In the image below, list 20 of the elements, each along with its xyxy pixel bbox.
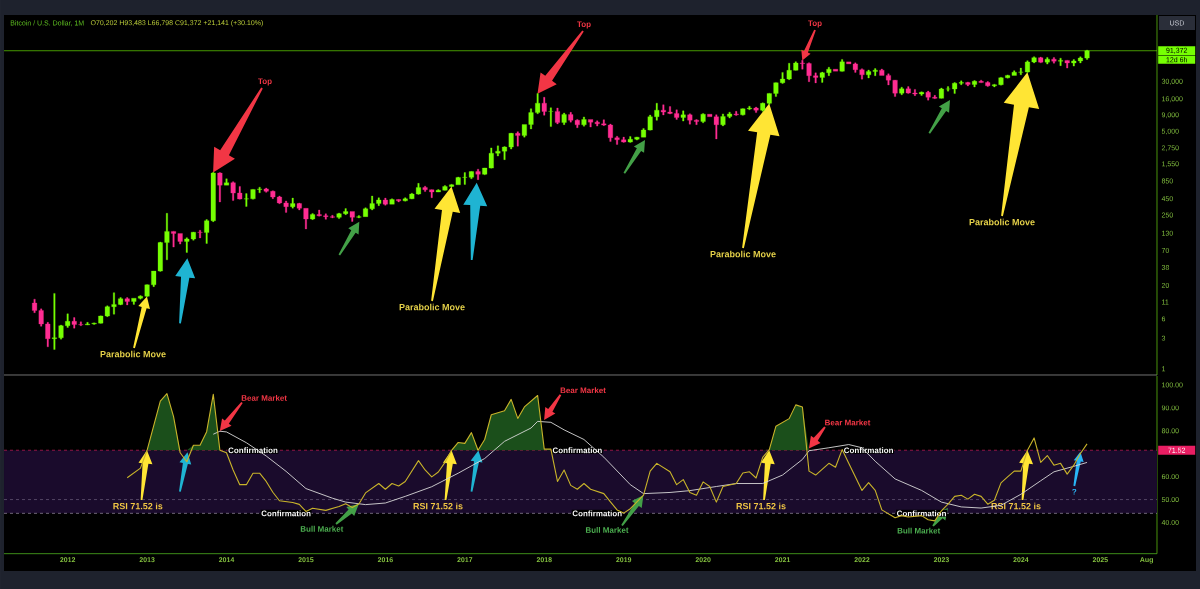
annotation: Parabolic Move <box>969 218 1035 226</box>
annotation: Bull Market <box>300 525 344 532</box>
annotation: Parabolic Move <box>399 303 465 311</box>
annotation: Top <box>258 78 272 86</box>
annotation: Confirmation <box>572 510 622 517</box>
annotation: Bull Market <box>585 527 629 533</box>
annotation: Parabolic Move <box>710 250 776 258</box>
annotation: Bear Market <box>825 419 871 426</box>
annotation: Bear Market <box>560 387 606 394</box>
annotation: RSI 71.52 is <box>736 502 786 510</box>
annotation: Top <box>808 20 822 28</box>
annotation: Parabolic Move <box>100 350 166 358</box>
annotation: Bear Market <box>241 394 287 401</box>
annotation: Top <box>577 21 591 29</box>
annotation: RSI 71.52 is <box>113 502 163 510</box>
annotation: Confirmation <box>261 510 311 517</box>
annotation: Bull Market <box>897 527 941 534</box>
annotation: ? <box>1072 488 1077 495</box>
annotation: RSI 71.52 is <box>413 502 463 510</box>
annotation: Confirmation <box>228 447 278 454</box>
